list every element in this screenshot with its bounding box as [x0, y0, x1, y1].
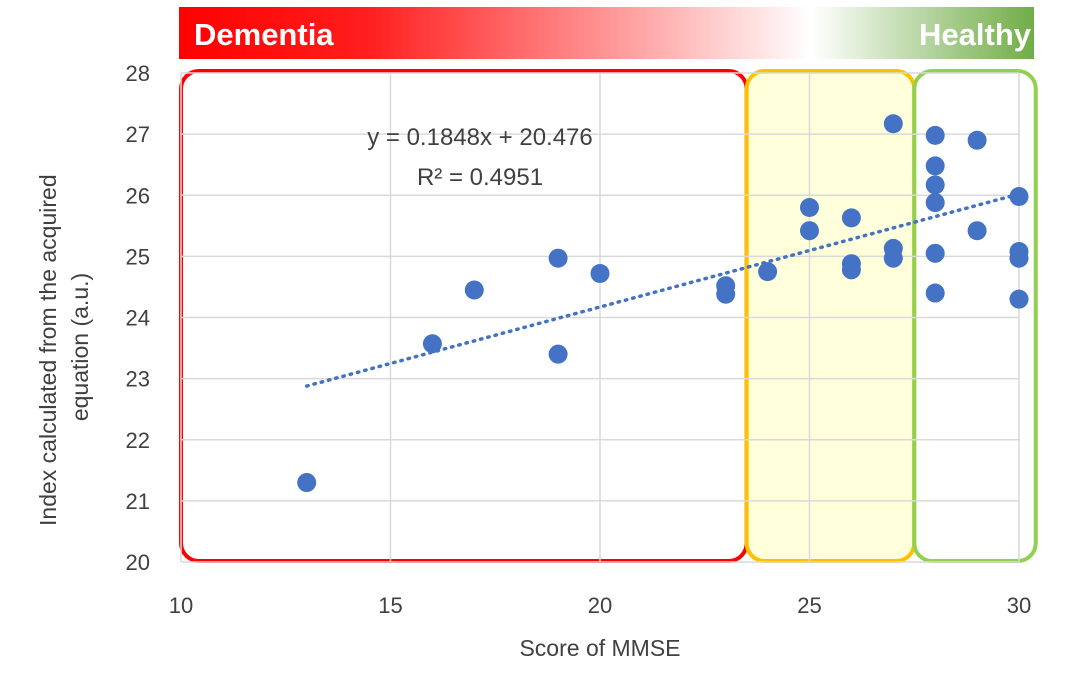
data-point: [548, 248, 568, 268]
x-axis-ticks: 10 15 20 25 30: [169, 593, 1031, 618]
y-tick-label: 28: [126, 61, 150, 86]
trendline-equation: y = 0.1848x + 20.476: [367, 124, 593, 151]
data-point: [925, 193, 945, 213]
y-tick-label: 26: [126, 183, 150, 208]
region-intermediate: [744, 69, 917, 563]
data-point: [925, 175, 945, 195]
trendline-path: [304, 192, 1021, 388]
data-point: [883, 248, 903, 268]
data-point: [925, 156, 945, 176]
data-point: [800, 197, 819, 217]
data-point: [548, 344, 568, 364]
data-point: [758, 262, 778, 282]
y-axis-title: Index calculated from the acquired equat…: [35, 168, 93, 526]
data-point: [841, 208, 861, 228]
data-point: [967, 221, 987, 241]
x-tick-label: 15: [378, 593, 402, 618]
gridlines: [180, 72, 1020, 563]
r-squared-label: R² = 0.4951: [417, 164, 543, 191]
x-tick-label: 30: [1007, 593, 1031, 618]
y-tick-label: 22: [126, 428, 150, 453]
y-axis-ticks: 20 21 22 23 24 25 26 27 28: [126, 61, 150, 575]
x-tick-label: 25: [797, 593, 821, 618]
y-tick-label: 20: [126, 550, 150, 575]
data-point: [925, 243, 945, 263]
data-point: [464, 280, 484, 300]
data-point: [1009, 248, 1029, 268]
x-tick-label: 10: [169, 593, 193, 618]
data-point: [1009, 289, 1029, 309]
data-point: [716, 284, 736, 304]
data-points: [297, 114, 1029, 493]
y-tick-label: 24: [126, 306, 150, 331]
banner-healthy-label: Healthy: [919, 17, 1032, 52]
data-point: [422, 334, 442, 354]
y-tick-label: 25: [126, 244, 150, 269]
y-tick-label: 27: [126, 122, 150, 147]
data-point: [590, 263, 610, 283]
data-point: [1009, 186, 1029, 206]
data-point: [841, 260, 861, 280]
y-tick-label: 23: [126, 367, 150, 392]
region-healthy: [912, 69, 1038, 563]
data-point: [967, 130, 987, 150]
y-axis-title-line1: Index calculated from the acquired: [35, 174, 61, 526]
data-point: [883, 114, 903, 134]
data-point: [925, 283, 945, 303]
data-point: [925, 125, 945, 145]
x-axis-title: Score of MMSE: [519, 635, 680, 661]
trendline: [304, 192, 1021, 388]
banner-gradient-bar: [179, 7, 1034, 59]
y-tick-label: 21: [126, 489, 150, 514]
banner: Dementia Healthy: [179, 7, 1034, 59]
banner-dementia-label: Dementia: [194, 17, 334, 52]
data-point: [297, 473, 317, 493]
y-axis-title-line2: equation (a.u.): [67, 273, 93, 421]
x-tick-label: 20: [588, 593, 612, 618]
data-point: [800, 221, 819, 241]
